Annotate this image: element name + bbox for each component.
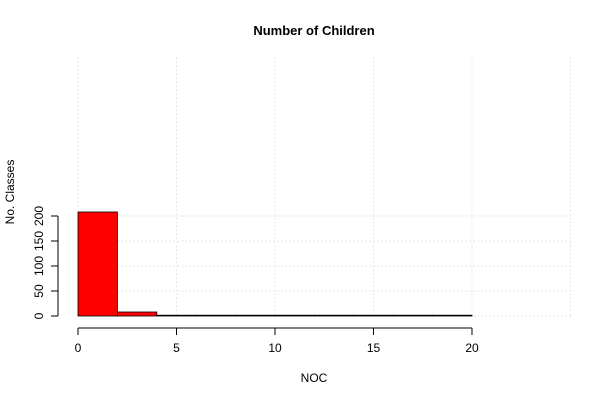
histogram-bar-9 bbox=[432, 314, 473, 317]
y-axis-label: No. Classes bbox=[3, 160, 17, 225]
histogram-bar-6 bbox=[313, 314, 355, 317]
y-tick-label-1: 50 bbox=[32, 284, 46, 298]
histogram-bar-4 bbox=[235, 314, 276, 317]
histogram-bar-2 bbox=[156, 314, 197, 317]
y-tick-label-3: 150 bbox=[32, 231, 46, 251]
x-tick-label-1: 5 bbox=[173, 341, 180, 355]
histogram-bar-1 bbox=[117, 311, 158, 317]
x-axis-label: NOC bbox=[301, 371, 328, 385]
x-axis-ticks: 0 5 10 15 20 bbox=[75, 328, 479, 355]
histogram-bar-5 bbox=[274, 314, 315, 317]
y-axis-ticks: 0 50 100 150 200 bbox=[32, 206, 58, 319]
histogram-bars bbox=[77, 211, 473, 317]
chart-title: Number of Children bbox=[253, 23, 374, 38]
x-tick-label-2: 10 bbox=[268, 341, 282, 355]
axes bbox=[57, 216, 472, 329]
histogram-bar-7 bbox=[353, 314, 394, 317]
y-tick-label-4: 200 bbox=[32, 206, 46, 226]
y-tick-label-2: 100 bbox=[32, 256, 46, 276]
y-tick-label-0: 0 bbox=[32, 312, 46, 319]
histogram-bar-8 bbox=[392, 314, 434, 317]
grid-lines bbox=[77, 58, 572, 317]
x-tick-label-0: 0 bbox=[75, 341, 82, 355]
histogram-bar-3 bbox=[195, 314, 236, 317]
x-tick-label-4: 20 bbox=[465, 341, 479, 355]
histogram-bar-0 bbox=[77, 211, 118, 317]
x-tick-label-3: 15 bbox=[367, 341, 381, 355]
